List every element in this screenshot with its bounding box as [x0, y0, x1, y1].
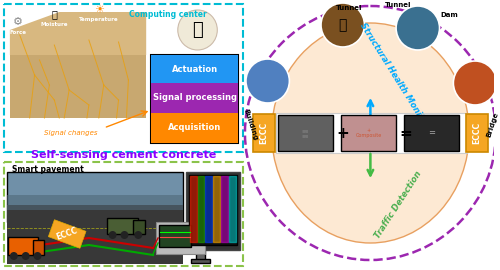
Circle shape	[321, 3, 364, 47]
FancyBboxPatch shape	[253, 114, 274, 152]
Text: Signal processing: Signal processing	[152, 93, 236, 103]
FancyBboxPatch shape	[156, 222, 206, 254]
Circle shape	[120, 231, 128, 239]
Circle shape	[108, 231, 116, 239]
Text: 💧: 💧	[52, 9, 58, 19]
Polygon shape	[10, 90, 146, 118]
Text: Building: Building	[242, 108, 258, 142]
FancyBboxPatch shape	[466, 114, 488, 152]
Circle shape	[178, 10, 218, 50]
Text: 🕳: 🕳	[338, 18, 347, 32]
Text: Temperature: Temperature	[79, 18, 118, 22]
Circle shape	[246, 59, 290, 103]
Text: Signal changes: Signal changes	[44, 130, 98, 136]
Ellipse shape	[272, 23, 469, 243]
FancyBboxPatch shape	[7, 172, 182, 222]
FancyBboxPatch shape	[278, 115, 333, 151]
Text: +
Composite: + Composite	[356, 128, 382, 139]
FancyBboxPatch shape	[151, 113, 238, 143]
Text: ▪▪
▪▪: ▪▪ ▪▪	[302, 128, 309, 139]
Circle shape	[10, 252, 18, 260]
Text: Actuation: Actuation	[172, 65, 218, 73]
Text: Structural Health Monitoring: Structural Health Monitoring	[358, 21, 438, 141]
Text: ECCC: ECCC	[259, 122, 268, 144]
Text: =: =	[428, 129, 435, 137]
FancyBboxPatch shape	[32, 240, 44, 255]
Circle shape	[34, 252, 42, 260]
Text: =: =	[400, 126, 412, 140]
Text: ECCC: ECCC	[472, 122, 482, 144]
Polygon shape	[7, 195, 182, 210]
Circle shape	[396, 6, 440, 50]
Text: Traffic Detection: Traffic Detection	[373, 170, 423, 240]
FancyBboxPatch shape	[151, 55, 238, 143]
FancyBboxPatch shape	[8, 237, 38, 255]
Text: Tunnel: Tunnel	[336, 5, 362, 11]
Text: Tunnel: Tunnel	[385, 2, 411, 8]
FancyBboxPatch shape	[48, 220, 86, 248]
Text: Acquisition: Acquisition	[168, 123, 221, 133]
Text: Self-sensing cement concrete: Self-sensing cement concrete	[31, 150, 216, 160]
Text: ⚙: ⚙	[13, 17, 23, 27]
FancyBboxPatch shape	[134, 220, 145, 234]
Circle shape	[134, 231, 142, 239]
FancyBboxPatch shape	[106, 218, 138, 234]
Text: ECCC: ECCC	[55, 226, 79, 242]
Circle shape	[454, 61, 497, 105]
Text: Force: Force	[10, 29, 26, 35]
FancyBboxPatch shape	[159, 225, 190, 247]
Text: ☀: ☀	[94, 5, 104, 15]
Text: Dam: Dam	[440, 12, 458, 18]
Text: Computing center: Computing center	[129, 10, 207, 19]
FancyBboxPatch shape	[188, 175, 237, 245]
FancyBboxPatch shape	[190, 259, 210, 263]
FancyBboxPatch shape	[341, 115, 396, 151]
Text: 🧠: 🧠	[192, 21, 203, 39]
Circle shape	[22, 252, 30, 260]
FancyBboxPatch shape	[276, 113, 467, 153]
Text: +: +	[336, 126, 349, 140]
Polygon shape	[7, 205, 182, 264]
Polygon shape	[10, 55, 146, 118]
FancyBboxPatch shape	[196, 249, 205, 261]
FancyBboxPatch shape	[151, 55, 238, 83]
Text: Bridge: Bridge	[486, 112, 500, 139]
Text: Smart pavement: Smart pavement	[12, 166, 84, 174]
Text: Moisture: Moisture	[40, 22, 68, 26]
Polygon shape	[10, 12, 146, 55]
FancyBboxPatch shape	[186, 172, 240, 250]
FancyBboxPatch shape	[151, 83, 238, 113]
FancyBboxPatch shape	[404, 115, 460, 151]
